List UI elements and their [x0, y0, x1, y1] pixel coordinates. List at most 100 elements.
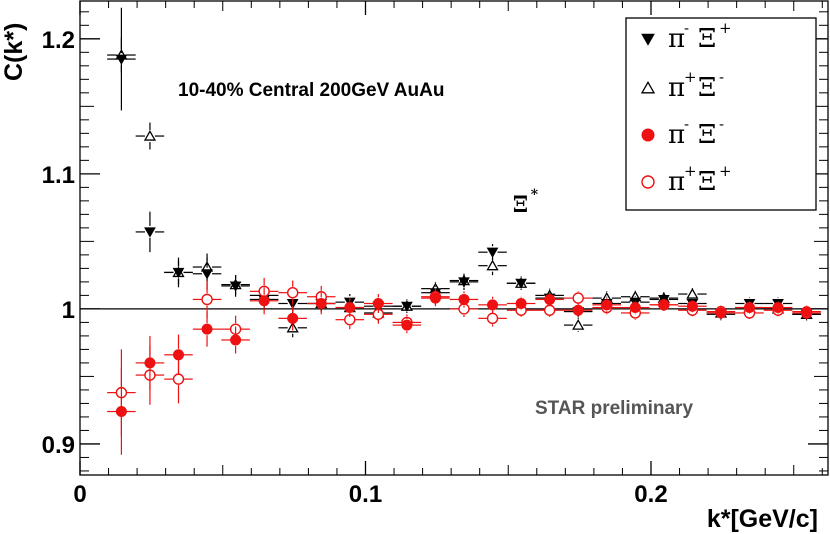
data-point	[478, 296, 507, 313]
marker-open-circle	[172, 373, 185, 385]
marker-open-triangle	[486, 259, 499, 271]
marker-open-triangle	[572, 319, 585, 330]
marker-open-circle	[486, 312, 499, 325]
marker-filled-circle	[401, 319, 413, 331]
legend-pi-charge: +	[684, 68, 697, 86]
xi-star-base: Ξ	[513, 192, 528, 218]
y-tick-label: 1.1	[42, 162, 75, 189]
data-point	[278, 280, 307, 305]
preliminary-annotation: STAR preliminary	[535, 398, 693, 419]
centrality-annotation: 10-40% Central 200GeV AuAu	[178, 80, 444, 101]
data-point	[592, 298, 622, 312]
data-point	[421, 289, 450, 307]
marker-filled-circle	[230, 334, 242, 346]
marker-filled-circle	[315, 297, 327, 309]
marker-filled-triangle	[401, 301, 413, 312]
data-point	[649, 298, 679, 311]
x-tick-label: 0	[73, 481, 86, 508]
data-point	[221, 326, 250, 354]
marker-filled-circle	[743, 302, 755, 314]
data-point	[449, 291, 479, 308]
series-pim-xim	[107, 287, 821, 455]
data-point	[735, 301, 764, 314]
data-point	[449, 300, 479, 317]
data-point	[478, 256, 507, 276]
legend-xi-charge: +	[719, 162, 732, 180]
data-point	[478, 244, 507, 261]
marker-filled-circle	[601, 299, 613, 311]
legend-entries: π- Ξ +π+ Ξ -π- Ξ -π+ Ξ +	[640, 19, 732, 197]
legend-xi-charge: -	[719, 68, 724, 86]
legend-entry: π+ Ξ +	[641, 162, 732, 197]
marker-filled-circle	[344, 302, 356, 314]
marker-filled-circle	[487, 299, 499, 311]
marker-open-circle	[641, 175, 655, 189]
data-point	[392, 317, 422, 334]
marker-filled-triangle	[201, 269, 213, 280]
legend-xi-charge: +	[719, 19, 732, 37]
legend-pi-symbol: π	[668, 73, 685, 103]
x-axis-title: k*[GeV/c]	[707, 505, 818, 533]
data-point	[306, 292, 336, 315]
marker-filled-circle	[515, 297, 527, 309]
data-point	[563, 318, 593, 332]
data-point	[506, 296, 536, 311]
marker-filled-circle	[429, 292, 441, 304]
y-tick-label: 0.9	[42, 432, 75, 459]
marker-filled-triangle	[641, 33, 655, 46]
data-point	[763, 301, 793, 314]
data-point	[107, 7, 136, 111]
marker-open-circle	[572, 292, 584, 304]
data-point	[278, 306, 307, 331]
data-point	[364, 304, 393, 324]
marker-filled-circle	[686, 300, 698, 312]
marker-filled-circle	[287, 312, 299, 324]
data-point	[392, 299, 422, 313]
data-point	[621, 300, 650, 315]
y-tick-label: 1.2	[42, 27, 75, 54]
marker-filled-circle	[715, 307, 727, 319]
marker-filled-triangle	[172, 267, 185, 279]
marker-filled-circle	[772, 302, 784, 314]
legend-xi-symbol: Ξ	[698, 167, 716, 197]
data-point	[364, 294, 393, 313]
legend-box	[625, 17, 817, 211]
marker-open-circle	[372, 308, 385, 320]
marker-filled-circle	[658, 299, 670, 311]
xi-star-annotation: Ξ *	[513, 187, 539, 218]
data-point	[535, 292, 564, 307]
marker-filled-circle	[144, 357, 156, 369]
data-point	[249, 287, 279, 315]
data-point	[563, 291, 593, 305]
marker-filled-circle	[544, 293, 556, 305]
marker-open-circle	[201, 293, 213, 306]
marker-filled-triangle	[144, 227, 156, 238]
legend-entry: π- Ξ +	[641, 19, 732, 54]
marker-filled-circle	[801, 306, 813, 318]
plot-frame	[79, 0, 829, 476]
data-point	[135, 335, 165, 390]
marker-open-triangle	[686, 287, 699, 299]
legend-pi-charge: -	[684, 115, 689, 133]
legend-entry: π+ Ξ -	[640, 68, 724, 103]
data-point	[792, 305, 821, 318]
legend-xi-symbol: Ξ	[698, 24, 716, 54]
data-point	[107, 368, 136, 455]
marker-open-circle	[286, 286, 299, 299]
data-point	[164, 257, 193, 288]
x-tick-label: 0.2	[634, 481, 667, 508]
data-point	[449, 273, 479, 290]
y-tick-label: 1	[62, 297, 75, 324]
legend: π- Ξ +π+ Ξ -π- Ξ -π+ Ξ +	[625, 17, 817, 211]
marker-filled-circle	[115, 406, 127, 418]
marker-filled-circle	[258, 295, 270, 307]
marker-filled-circle	[458, 293, 470, 305]
marker-open-circle	[458, 303, 470, 315]
data-point	[506, 276, 536, 290]
marker-filled-circle	[372, 297, 384, 309]
marker-filled-triangle	[515, 278, 527, 289]
data-point	[563, 303, 593, 317]
legend-pi-charge: -	[684, 19, 689, 37]
